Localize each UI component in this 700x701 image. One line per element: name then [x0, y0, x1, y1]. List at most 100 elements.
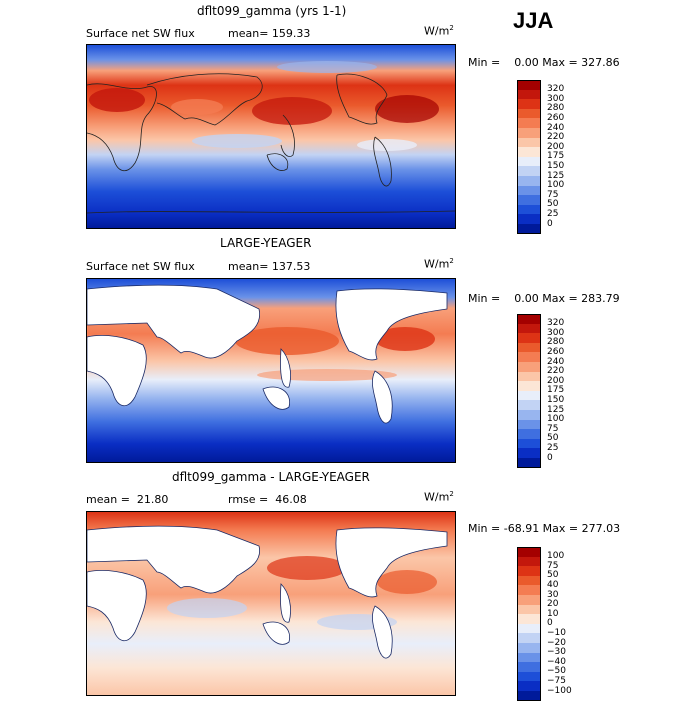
colorbar-tick-label: 10 [547, 608, 559, 619]
panel1-variable-label: Surface net SW flux [86, 27, 195, 40]
colorbar-tick-label: 75 [547, 560, 559, 571]
panel3-mean-label: mean = 21.80 [86, 493, 169, 506]
colorbar-tick-label: 200 [547, 141, 565, 152]
panel2-map [86, 278, 456, 463]
colorbar-swatch [517, 458, 541, 468]
colorbar-swatch [517, 80, 541, 90]
colorbar-swatch [517, 566, 541, 576]
colorbar-tick-label: 50 [547, 570, 559, 581]
panel3-units: W/m2 [424, 490, 454, 504]
colorbar-tick-label: 30 [547, 589, 559, 600]
colorbar-tick-label: 320 [547, 318, 565, 329]
colorbar-tick-label: 280 [547, 103, 565, 114]
colorbar-swatch [517, 614, 541, 624]
colorbar-swatch [517, 662, 541, 672]
colorbar-swatch [517, 156, 541, 167]
colorbar-tick-label: 20 [547, 599, 559, 610]
panel2-variable-label: Surface net SW flux [86, 260, 195, 273]
panel2-min-max: Min = 0.00 Max = 283.79 [468, 292, 620, 305]
colorbar-tick-label: 175 [547, 385, 565, 396]
colorbar-tick-label: −40 [547, 656, 566, 667]
colorbar-swatch [517, 118, 541, 128]
colorbar-tick-label: 260 [547, 346, 565, 357]
colorbar-swatch [517, 333, 541, 343]
colorbar-tick-label: −30 [547, 647, 566, 658]
colorbar-tick-label: −20 [547, 637, 566, 648]
season-label: JJA [513, 8, 554, 33]
colorbar-swatch [517, 176, 541, 186]
colorbar-swatch [517, 604, 541, 615]
panel1-mean-label: mean= 159.33 [228, 27, 311, 40]
colorbar-swatch [517, 314, 541, 324]
colorbar-swatch [517, 448, 541, 458]
colorbar-tick-label: 320 [547, 84, 565, 95]
colorbar-swatch [517, 419, 541, 430]
colorbar-swatch [517, 108, 541, 119]
panel2-units: W/m2 [424, 257, 454, 271]
colorbar-tick-label: 75 [547, 423, 559, 434]
colorbar-swatch [517, 128, 541, 138]
colorbar-swatch [517, 585, 541, 595]
colorbar-tick-label: 0 [547, 618, 553, 629]
colorbar-tick-label: 150 [547, 160, 565, 171]
panel3-min-max: Min = -68.91 Max = 277.03 [468, 522, 621, 535]
colorbar-tick-label: −10 [547, 627, 566, 638]
colorbar-tick-label: 0 [547, 218, 553, 229]
colorbar-tick-label: 175 [547, 151, 565, 162]
colorbar-tick-label: 220 [547, 366, 565, 377]
colorbar-swatch [517, 185, 541, 196]
colorbar-swatch [517, 410, 541, 420]
colorbar-tick-label: 260 [547, 112, 565, 123]
colorbar-swatch [517, 390, 541, 401]
panel2-mean-label: mean= 137.53 [228, 260, 311, 273]
colorbar-swatch [517, 342, 541, 353]
colorbar-tick-label: 50 [547, 433, 559, 444]
colorbar-swatch [517, 691, 541, 701]
colorbar-swatch [517, 681, 541, 691]
panel2-title: LARGE-YEAGER [220, 236, 312, 250]
colorbar-swatch [517, 195, 541, 205]
colorbar-swatch [517, 633, 541, 643]
colorbar-tick-label: 125 [547, 170, 565, 181]
colorbar-tick-label: 100 [547, 551, 565, 562]
colorbar-swatch [517, 556, 541, 567]
colorbar-swatch [517, 224, 541, 234]
colorbar-tick-label: −75 [547, 675, 566, 686]
colorbar-swatch [517, 643, 541, 653]
panel3-map [86, 511, 456, 696]
panel2-land-mask [87, 284, 448, 424]
panel3-rmse-label: rmse = 46.08 [228, 493, 307, 506]
colorbar-tick-label: 25 [547, 442, 559, 453]
colorbar-swatch [517, 595, 541, 605]
colorbar-tick-label: 200 [547, 375, 565, 386]
colorbar-tick-label: 0 [547, 452, 553, 463]
colorbar-swatch [517, 400, 541, 410]
colorbar-swatch [517, 575, 541, 586]
panel1-units: W/m2 [424, 24, 454, 38]
colorbar-tick-label: 25 [547, 208, 559, 219]
colorbar-tick-label: −100 [547, 685, 572, 696]
colorbar-swatch [517, 362, 541, 372]
colorbar-swatch [517, 89, 541, 100]
colorbar-tick-label: 150 [547, 394, 565, 405]
colorbar-tick-label: −50 [547, 666, 566, 677]
colorbar-tick-label: 300 [547, 93, 565, 104]
colorbar-tick-label: 220 [547, 132, 565, 143]
colorbar-tick-label: 240 [547, 122, 565, 133]
colorbar-swatch [517, 623, 541, 634]
colorbar-swatch [517, 166, 541, 176]
colorbar-tick-label: 75 [547, 189, 559, 200]
colorbar-swatch [517, 371, 541, 382]
colorbar-tick-label: 100 [547, 414, 565, 425]
colorbar-swatch [517, 323, 541, 334]
colorbar-swatch [517, 147, 541, 157]
colorbar-tick-label: 300 [547, 327, 565, 338]
colorbar-tick-label: 280 [547, 337, 565, 348]
colorbar-swatch [517, 671, 541, 682]
colorbar-swatch [517, 429, 541, 439]
colorbar-swatch [517, 204, 541, 215]
colorbar-tick-label: 240 [547, 356, 565, 367]
panel1-min-max: Min = 0.00 Max = 327.86 [468, 56, 620, 69]
panel1-title: dflt099_gamma (yrs 1-1) [197, 4, 347, 18]
colorbar-tick-label: 125 [547, 404, 565, 415]
